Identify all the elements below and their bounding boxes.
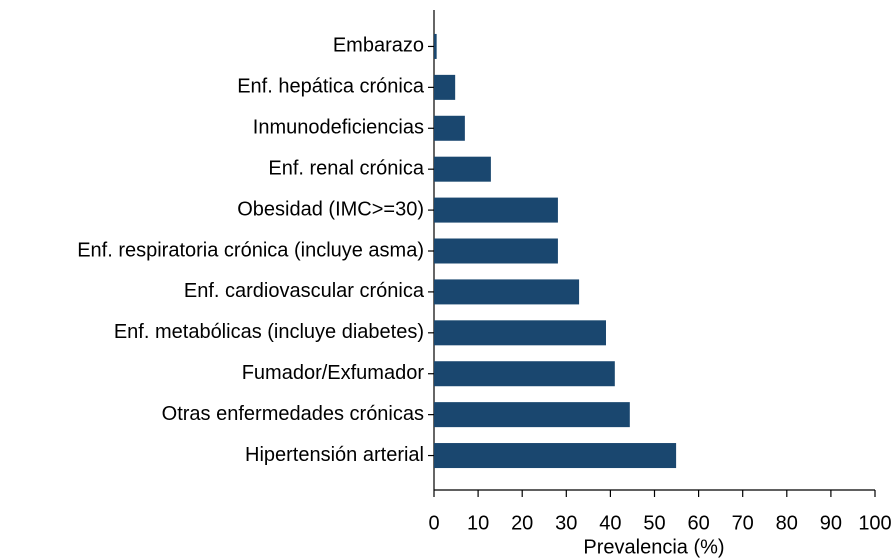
bar — [434, 402, 630, 428]
bar — [434, 320, 606, 346]
y-tick-label: Enf. metabólicas (incluye diabetes) — [114, 321, 424, 343]
x-tick-label: 20 — [511, 512, 533, 534]
y-tick-label: Inmunodeficiencias — [253, 117, 424, 139]
bar — [434, 279, 580, 305]
x-tick-label: 100 — [858, 512, 891, 534]
y-tick-label: Enf. hepática crónica — [237, 76, 425, 98]
bar — [434, 115, 465, 141]
x-tick-label: 10 — [467, 512, 489, 534]
x-tick-label: 90 — [820, 512, 842, 534]
y-tick-label: Otras enfermedades crónicas — [162, 403, 424, 425]
bar — [434, 156, 491, 182]
bar — [434, 197, 558, 223]
y-tick-label: Enf. cardiovascular crónica — [184, 280, 425, 302]
bar — [434, 238, 558, 264]
x-tick-label: 60 — [687, 512, 709, 534]
bar — [434, 443, 677, 469]
y-tick-label: Hipertensión arterial — [245, 444, 424, 466]
x-tick-label: 70 — [732, 512, 754, 534]
x-tick-label: 0 — [428, 512, 439, 534]
x-tick-label: 30 — [555, 512, 577, 534]
x-tick-label: 80 — [776, 512, 798, 534]
bar — [434, 74, 456, 100]
bar — [434, 361, 615, 387]
x-axis-title: Prevalencia (%) — [583, 536, 724, 558]
x-tick-label: 40 — [599, 512, 621, 534]
y-tick-label: Fumador/Exfumador — [242, 362, 425, 384]
y-tick-label: Enf. respiratoria crónica (incluye asma) — [77, 239, 424, 261]
x-tick-label: 50 — [643, 512, 665, 534]
y-tick-label: Embarazo — [333, 35, 424, 57]
bar — [434, 33, 437, 59]
y-tick-label: Enf. renal crónica — [268, 157, 425, 179]
y-tick-label: Obesidad (IMC>=30) — [237, 198, 424, 220]
